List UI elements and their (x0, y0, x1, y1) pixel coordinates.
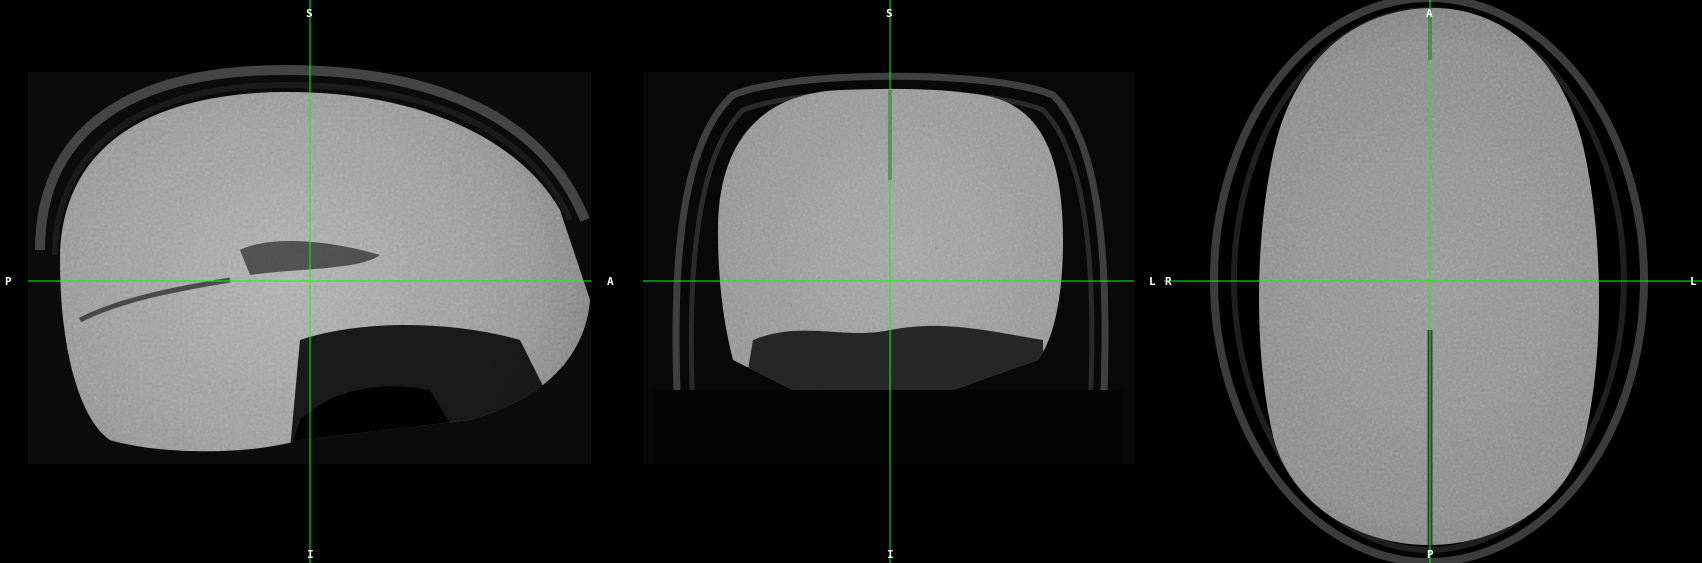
axial-view[interactable]: A P R L (1164, 0, 1702, 563)
sagittal-view[interactable]: S I P A (0, 0, 643, 563)
sagittal-label-right: A (607, 275, 614, 288)
axial-label-top: A (1426, 7, 1433, 20)
coronal-label-right: L (1149, 275, 1156, 288)
axial-label-right: L (1690, 275, 1697, 288)
sagittal-slice-image[interactable] (0, 0, 643, 563)
axial-label-left: R (1165, 275, 1172, 288)
sagittal-label-left: P (5, 275, 12, 288)
coronal-label-top: S (886, 7, 893, 20)
axial-slice-image[interactable] (1164, 0, 1702, 563)
axial-label-bottom: P (1427, 548, 1434, 561)
coronal-label-bottom: I (887, 548, 894, 561)
coronal-view[interactable]: S I R L (643, 0, 1164, 563)
sagittal-label-top: S (306, 7, 313, 20)
sagittal-label-bottom: I (307, 548, 314, 561)
coronal-slice-image[interactable] (643, 0, 1164, 563)
